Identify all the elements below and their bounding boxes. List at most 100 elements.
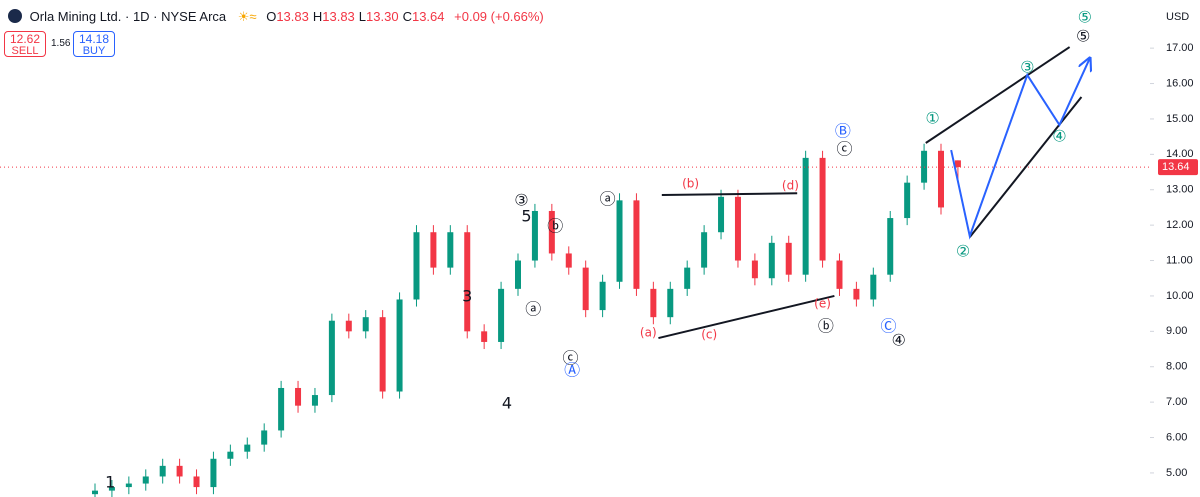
wave-label: ③ [1020, 57, 1034, 76]
wave-label: ⑤ [1076, 27, 1090, 46]
wave-label: Ⓒ [881, 317, 897, 336]
candle-body [142, 476, 149, 484]
y-tick-label: 16.00 [1166, 77, 1194, 89]
ohlc-label: H [312, 9, 323, 24]
candle-body [904, 182, 911, 219]
wave-label: Ⓑ [835, 122, 851, 141]
wave-label: ⓐ [600, 190, 616, 209]
sell-price: 12.62 [9, 32, 41, 46]
ohlc-value: 13.64 [411, 9, 445, 24]
candle-body [108, 487, 115, 491]
wave-label: ④ [892, 330, 906, 349]
wave-label: (a) [640, 326, 657, 340]
candle-body [413, 232, 420, 300]
y-tick-label: 7.00 [1166, 396, 1187, 408]
candle-body [295, 387, 302, 406]
candle-body [244, 444, 251, 452]
candle-body [159, 465, 166, 477]
wave-label: (c) [701, 327, 717, 341]
y-tick-label: 5.00 [1166, 467, 1187, 479]
wave-line [658, 294, 835, 340]
wave-line [950, 58, 1090, 240]
y-tick-label: 10.00 [1166, 290, 1194, 302]
wave-label: ① [925, 108, 939, 127]
y-tick-label: 8.00 [1166, 361, 1187, 373]
y-tick-label: 17.00 [1166, 42, 1194, 54]
candle-body [938, 150, 944, 208]
y-tick-label: 11.00 [1166, 254, 1193, 266]
candle-body [125, 483, 132, 488]
ohlc-label: L [358, 9, 367, 24]
y-tick-label: 15.00 [1166, 113, 1194, 125]
candle-body [734, 196, 741, 261]
candle-body [650, 288, 657, 318]
candle-body [751, 260, 758, 279]
candle-body [599, 281, 606, 311]
candle-body [396, 299, 403, 392]
wave-label: ⓐ [525, 300, 541, 319]
symbol-title[interactable]: Orla Mining Ltd. · 1D · NYSE Arca [29, 9, 227, 24]
y-tick-label: 13.00 [1166, 184, 1194, 196]
candle-body [853, 288, 860, 300]
candle-body [819, 157, 826, 261]
candle-body [531, 210, 538, 261]
wave-label: ③ [514, 191, 528, 210]
wave-label: 1 [105, 472, 115, 491]
candle-body [954, 160, 961, 168]
candle-body [667, 288, 674, 318]
last-price-badge [1158, 159, 1198, 176]
candle-body [362, 317, 369, 332]
currency[interactable]: USD [1166, 11, 1190, 23]
logo [8, 9, 22, 23]
candle-body [193, 476, 200, 488]
candle-body [464, 232, 471, 332]
candle-body [785, 242, 792, 275]
candle-body [870, 274, 877, 300]
candle-body [481, 331, 488, 342]
sell-button[interactable]: 12.62 SELL [4, 31, 46, 57]
candle-body [311, 395, 318, 406]
candle-body [548, 210, 555, 254]
wave-label: ⓒ [562, 348, 578, 367]
wave-label: (e) [814, 297, 831, 311]
candle-body [633, 200, 640, 289]
candle-body [176, 465, 183, 477]
wave-line [925, 46, 1071, 144]
candle-body [379, 317, 386, 392]
candle-body [345, 320, 352, 332]
ohlc-label: O [266, 9, 277, 24]
sell-label: SELL [11, 45, 39, 57]
candle-body [447, 232, 454, 268]
wave-line [968, 96, 1083, 238]
candle-body [430, 232, 437, 268]
ohlc-label: C [402, 9, 412, 24]
candle-body [616, 200, 623, 282]
y-tick-label: 14.00 [1166, 148, 1194, 160]
candle-body [227, 451, 234, 459]
candle-body [684, 267, 691, 289]
candle-body [210, 458, 217, 488]
buy-button[interactable]: 14.18 BUY [73, 31, 115, 57]
buy-label: BUY [82, 45, 106, 57]
ohlc-value: 13.83 [276, 9, 309, 24]
candle-body [261, 430, 268, 445]
wave-label: 3 [462, 286, 472, 305]
wave-label: ⓑ [547, 216, 563, 235]
wave-label: 4 [502, 393, 512, 412]
market-status[interactable]: ☀≈ [237, 9, 257, 24]
wave-label: (d) [782, 179, 799, 193]
candle-body [718, 196, 725, 233]
buy-price: 14.18 [78, 32, 110, 46]
candle-body [582, 267, 589, 311]
ohlc-value: 13.83 [322, 9, 355, 24]
wave-label: ⑤ [1078, 8, 1092, 27]
wave-label: Ⓐ [564, 360, 580, 379]
wave-label: ② [956, 242, 970, 261]
wave-label: ④ [1052, 126, 1066, 145]
candle-body [887, 218, 894, 275]
wave-line [661, 192, 798, 197]
candle-body [515, 260, 521, 289]
wave-label: ⓒ [837, 140, 853, 159]
y-tick-label: 9.00 [1166, 325, 1187, 337]
